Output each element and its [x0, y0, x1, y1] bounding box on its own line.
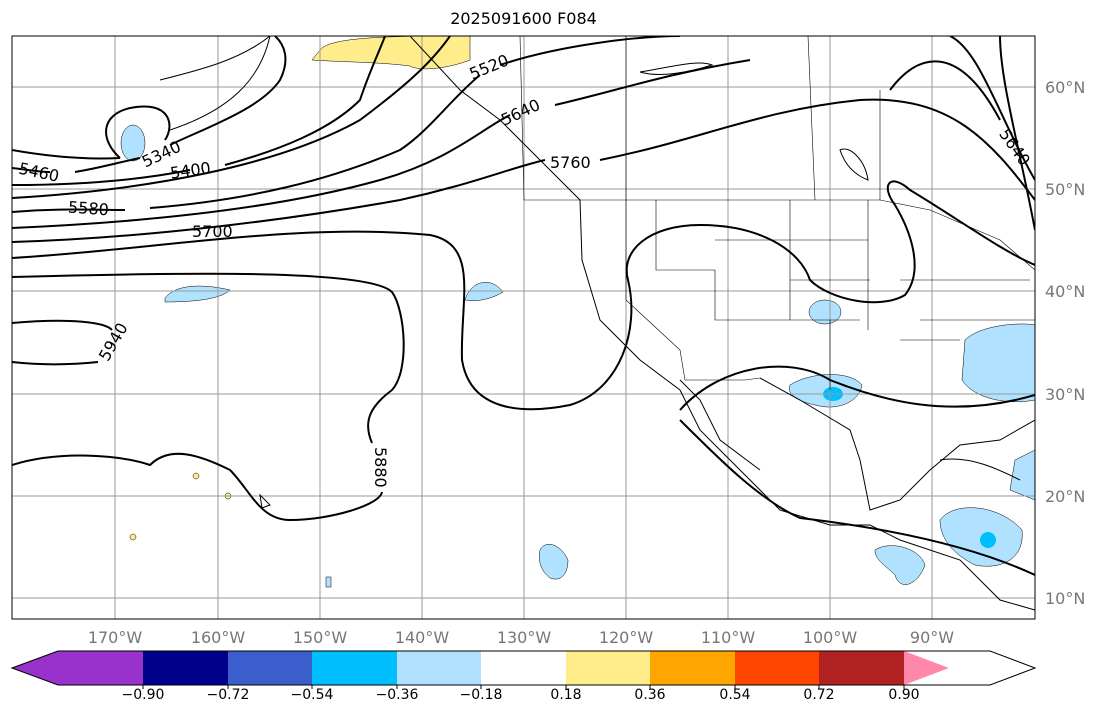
svg-text:−0.54: −0.54	[291, 687, 334, 703]
contour-label: 5460	[17, 159, 61, 186]
contour-label: 5640	[498, 95, 543, 129]
contour-labels: 5520 5640 5760 5340 5400 5460 5580 5700 …	[17, 51, 1034, 488]
lon-labels: 170°W 160°W 150°W 140°W 130°W 120°W 110°…	[88, 628, 954, 647]
colorbar-segment	[904, 651, 949, 685]
colorbar-segment	[735, 651, 819, 685]
shaded-fields	[120, 36, 1035, 588]
svg-text:0.18: 0.18	[550, 687, 581, 703]
colorbar-ticks: −0.90 −0.72 −0.54 −0.36 −0.18 0.18 0.36 …	[122, 687, 920, 703]
svg-text:90°W: 90°W	[910, 628, 954, 647]
political-borders	[519, 36, 1035, 390]
contour-label: 5580	[67, 197, 109, 219]
svg-text:−0.90: −0.90	[122, 687, 165, 703]
svg-text:170°W: 170°W	[88, 628, 143, 647]
map-frame	[11, 35, 1036, 620]
colorbar-segment	[397, 651, 481, 685]
height-contours	[12, 36, 1035, 576]
svg-text:0.72: 0.72	[803, 687, 834, 703]
svg-text:−0.18: −0.18	[460, 687, 503, 703]
colorbar-segment	[481, 651, 566, 685]
svg-text:0.36: 0.36	[634, 687, 665, 703]
svg-text:150°W: 150°W	[293, 628, 348, 647]
colorbar-segment	[650, 651, 735, 685]
contour-label: 5760	[550, 153, 591, 172]
colorbar-segment	[143, 651, 228, 685]
colorbar-outline	[10, 650, 1037, 686]
colorbar-segment	[12, 651, 143, 685]
contour-label: 5940	[95, 319, 132, 364]
svg-text:0.90: 0.90	[888, 687, 919, 703]
coastlines	[159, 36, 1035, 611]
svg-text:160°W: 160°W	[191, 628, 246, 647]
contour-label: 5700	[192, 222, 233, 241]
contour-label: 5400	[169, 158, 212, 182]
svg-text:140°W: 140°W	[395, 628, 450, 647]
svg-text:−0.72: −0.72	[207, 687, 250, 703]
svg-text:0.54: 0.54	[719, 687, 750, 703]
graticule	[12, 36, 1035, 619]
svg-text:30°N: 30°N	[1045, 385, 1085, 404]
svg-text:130°W: 130°W	[497, 628, 552, 647]
contour-label: 5640	[995, 125, 1034, 169]
lat-labels: 60°N 50°N 40°N 30°N 20°N 10°N	[1045, 78, 1085, 608]
svg-text:50°N: 50°N	[1045, 180, 1085, 199]
svg-text:20°N: 20°N	[1045, 487, 1085, 506]
map-title: 2025091600 F084	[450, 9, 597, 28]
colorbar-segment	[566, 651, 650, 685]
svg-text:110°W: 110°W	[701, 628, 756, 647]
svg-text:40°N: 40°N	[1045, 282, 1085, 301]
svg-text:10°N: 10°N	[1045, 589, 1085, 608]
svg-text:120°W: 120°W	[599, 628, 654, 647]
colorbar-segment	[312, 651, 397, 685]
contour-label: 5880	[371, 447, 390, 488]
contour-label: 5520	[467, 51, 512, 84]
svg-text:100°W: 100°W	[803, 628, 858, 647]
svg-text:−0.36: −0.36	[376, 687, 419, 703]
colorbar-segment	[819, 651, 904, 685]
colorbar	[10, 650, 1037, 689]
colorbar-segment	[228, 651, 312, 685]
svg-text:60°N: 60°N	[1045, 78, 1085, 97]
